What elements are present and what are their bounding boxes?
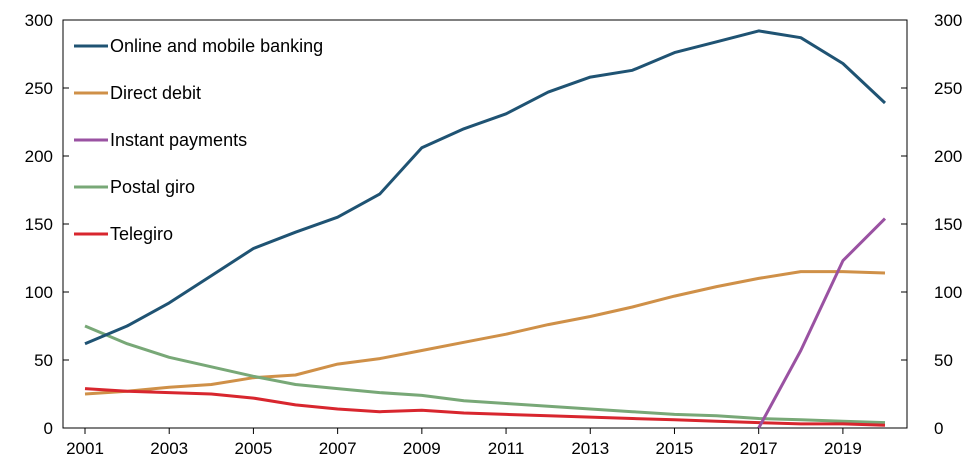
series-line-telegiro: [84, 387, 886, 427]
legend: Online and mobile banking Direct debit Ins…: [74, 36, 323, 244]
x-tick-label: 2009: [403, 439, 441, 458]
x-tick-label: 2005: [235, 439, 273, 458]
y-tick-label-left: 50: [34, 351, 53, 370]
y-tick-label-left: 0: [44, 419, 53, 438]
x-tick-label: 2013: [571, 439, 609, 458]
y-tick-label-left: 300: [25, 11, 53, 30]
y-tick-label-right: 0: [934, 419, 943, 438]
y-tick-label-right: 100: [934, 283, 962, 302]
series-line-postal-giro: [84, 324, 886, 425]
y-tick-label-right: 300: [934, 11, 962, 30]
tick-labels: 0 0 50 50 100 100 150 150 200 200 250 250 300 300 2001…: [25, 11, 963, 458]
legend-label-instant-payments: Instant payments: [110, 130, 247, 150]
legend-label-direct-debit: Direct debit: [110, 83, 201, 103]
series-lines: [84, 29, 887, 429]
x-tick-label: 2017: [740, 439, 778, 458]
x-tick-label: 2019: [824, 439, 862, 458]
legend-label-telegiro: Telegiro: [110, 224, 173, 244]
y-tick-label-left: 250: [25, 79, 53, 98]
y-tick-label-right: 50: [934, 351, 953, 370]
x-tick-label: 2001: [66, 439, 104, 458]
series-line-online-and-mobile-banking: [84, 29, 887, 346]
y-tick-label-left: 100: [25, 283, 53, 302]
x-tick-label: 2003: [150, 439, 188, 458]
plot-frame: [62, 19, 908, 429]
legend-label-online-and-mobile-banking: Online and mobile banking: [110, 36, 323, 56]
series-line-direct-debit: [84, 270, 886, 396]
x-tick-label: 2007: [319, 439, 357, 458]
axes: [62, 19, 908, 434]
x-tick-label: 2011: [488, 439, 525, 458]
y-tick-label-right: 200: [934, 147, 962, 166]
y-tick-label-right: 250: [934, 79, 962, 98]
legend-label-postal-giro: Postal giro: [110, 177, 195, 197]
y-tick-label-right: 150: [934, 215, 962, 234]
x-tick-label: 2015: [656, 439, 694, 458]
series-line-instant-payments: [757, 217, 887, 429]
y-tick-label-left: 150: [25, 215, 53, 234]
y-tick-label-left: 200: [25, 147, 53, 166]
